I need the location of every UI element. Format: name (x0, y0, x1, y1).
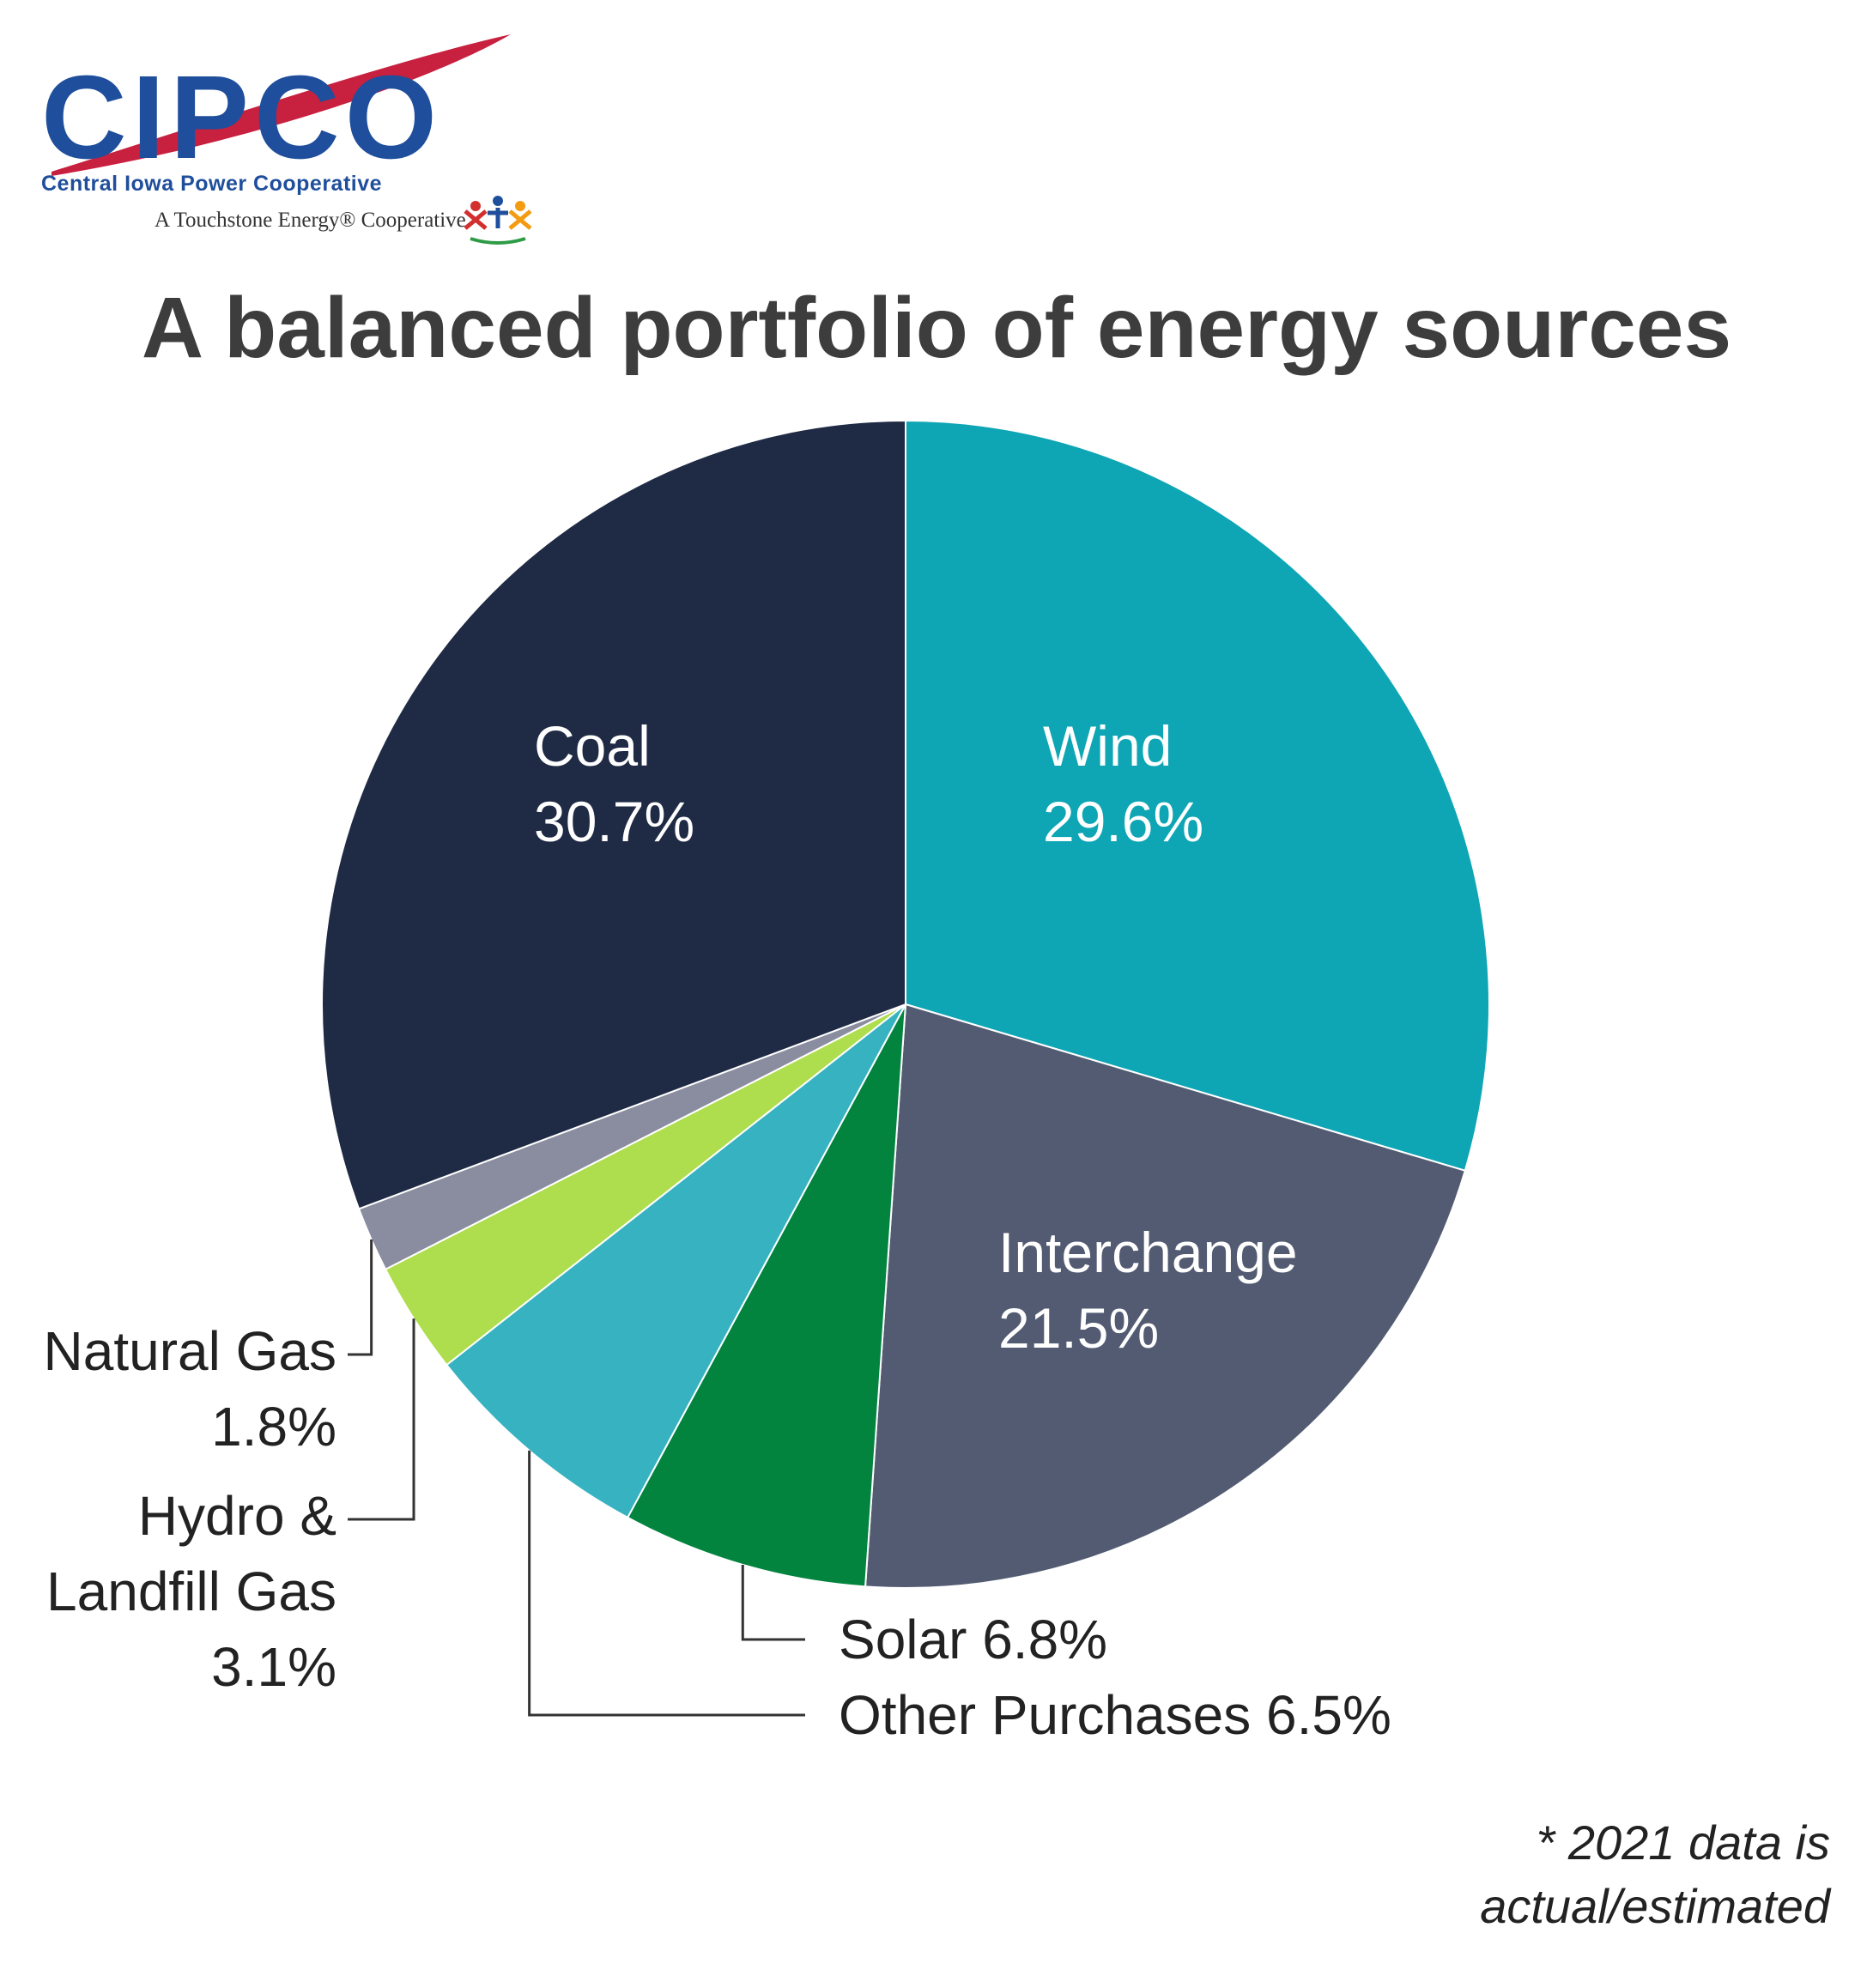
footnote-line-1: * 2021 data is (1536, 1815, 1830, 1870)
logo-tagline: A Touchstone Energy® Cooperative (155, 209, 466, 232)
hydro-landfill-label: Hydro & Landfill Gas 3.1% (46, 1478, 336, 1705)
solar-label: Solar 6.8% (839, 1609, 1108, 1670)
pie-slice-coal (321, 419, 906, 1210)
pie-slices (321, 419, 1490, 1589)
footnote: * 2021 data is actual/estimated (1480, 1811, 1830, 1938)
coal-name: Coal (534, 714, 651, 778)
hydro-leader-line (348, 1318, 415, 1521)
hydro-percent: 3.1% (211, 1636, 336, 1698)
pie-slice-other-purchases (445, 1003, 906, 1519)
natural-gas-leader-line (348, 1239, 373, 1356)
interchange-label: Interchange 21.5% (998, 1215, 1298, 1366)
natural-gas-label: Natural Gas 1.8% (44, 1313, 336, 1464)
wind-percent: 29.6% (1043, 790, 1204, 853)
coal-percent: 30.7% (534, 790, 695, 853)
hydro-line-1: Hydro & (137, 1485, 336, 1547)
other-purchases-leader-line (528, 1450, 805, 1717)
leader-lines (348, 1239, 805, 1717)
interchange-name: Interchange (998, 1221, 1298, 1284)
pie-slice-interchange (864, 1003, 1467, 1589)
wind-label: Wind 29.6% (1043, 708, 1203, 859)
chart-title: A balanced portfolio of energy sources (141, 280, 1732, 376)
footnote-line-2: actual/estimated (1480, 1879, 1830, 1933)
logo-company-name: Central Iowa Power Cooperative (41, 172, 383, 196)
natural-gas-name: Natural Gas (43, 1320, 336, 1382)
solar-leader-line (741, 1564, 805, 1641)
natural-gas-percent: 1.8% (211, 1396, 336, 1458)
logo-swoosh-icon (52, 34, 511, 176)
wind-name: Wind (1043, 714, 1173, 778)
hydro-line-2: Landfill Gas (46, 1561, 336, 1622)
interchange-percent: 21.5% (998, 1296, 1160, 1360)
pie-slice-wind (905, 419, 1490, 1173)
coal-label: Coal 30.7% (534, 708, 694, 859)
logo-wordmark: CIPCO (41, 52, 443, 184)
touchstone-people-icon (464, 196, 532, 245)
other-purchases-label: Other Purchases 6.5% (839, 1684, 1391, 1746)
cipco-logo: CIPCO Central Iowa Power Cooperative A T… (34, 26, 549, 249)
